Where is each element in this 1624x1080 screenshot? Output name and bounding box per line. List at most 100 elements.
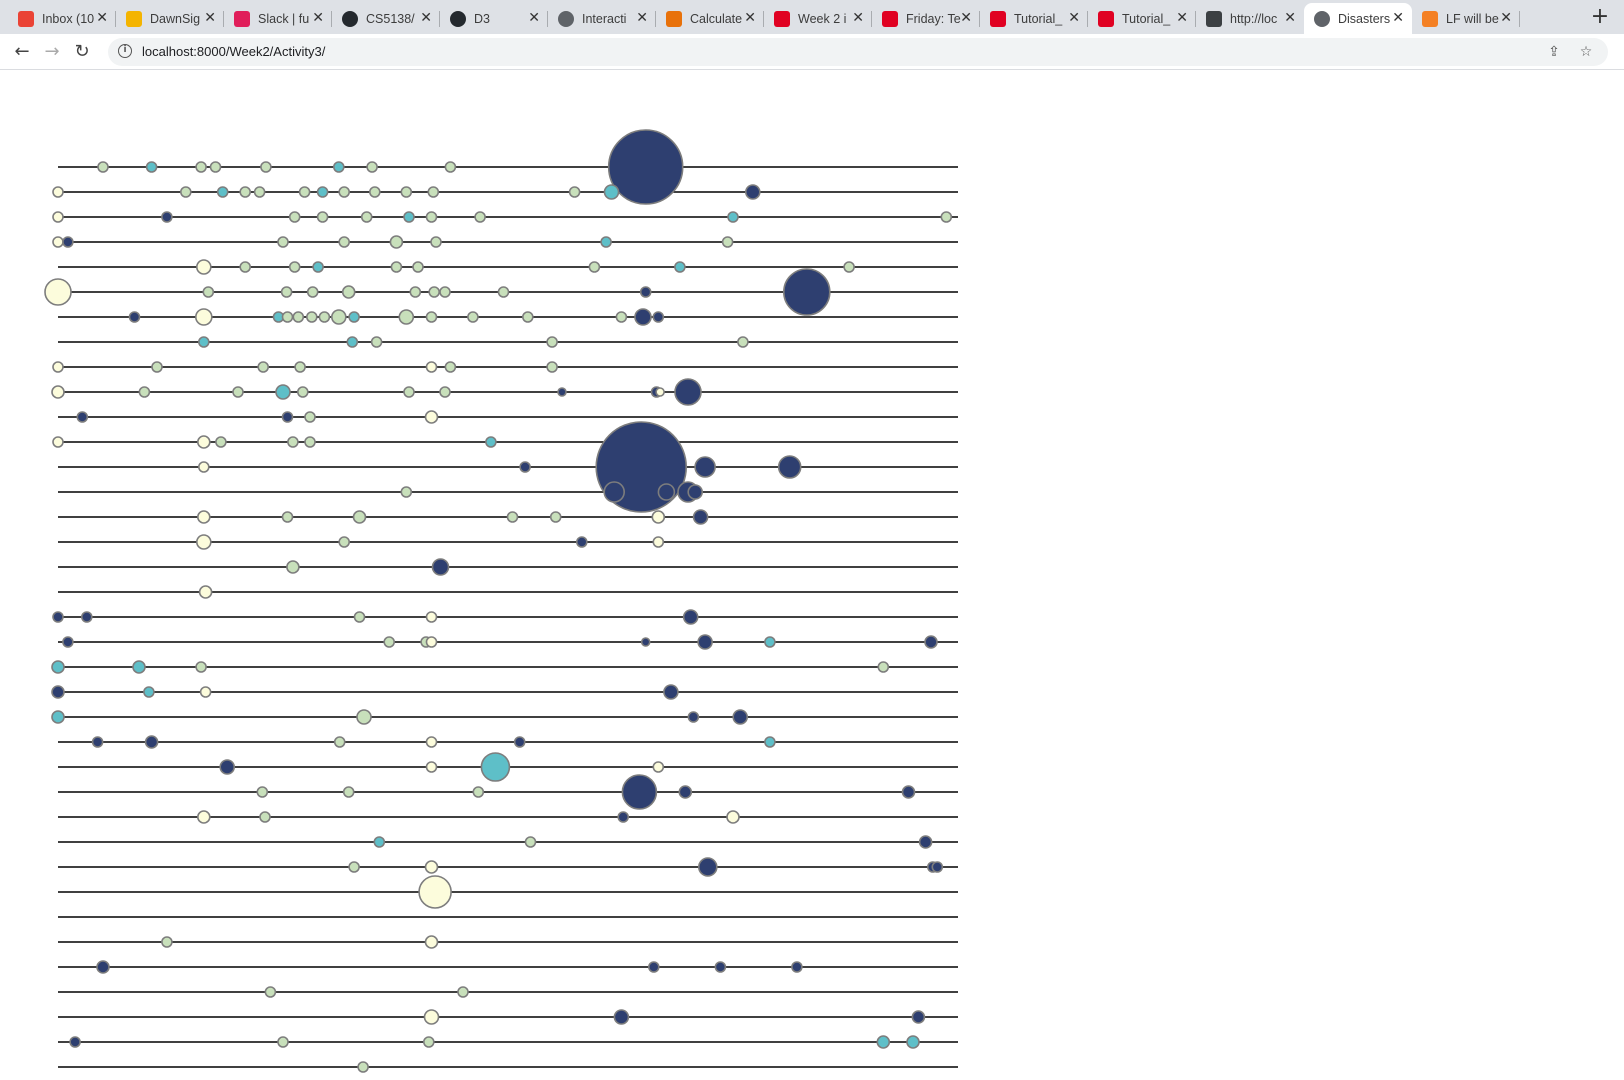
disaster-point[interactable] xyxy=(52,211,64,223)
disaster-point[interactable] xyxy=(352,510,367,524)
tab-12[interactable]: Disasters ✕ xyxy=(1304,3,1412,34)
disaster-point[interactable] xyxy=(277,236,289,248)
tab-9[interactable]: Tutorial_ ✕ xyxy=(980,3,1088,34)
disaster-point[interactable] xyxy=(621,774,658,810)
disaster-point[interactable] xyxy=(196,534,212,550)
disaster-point[interactable] xyxy=(400,186,413,198)
disaster-point[interactable] xyxy=(209,161,222,173)
close-tab-icon[interactable]: ✕ xyxy=(852,10,864,26)
disaster-point[interactable] xyxy=(389,235,404,249)
disaster-point[interactable] xyxy=(425,311,438,323)
disaster-point[interactable] xyxy=(128,311,141,323)
disaster-point[interactable] xyxy=(277,1036,289,1048)
close-tab-icon[interactable]: ✕ xyxy=(1500,10,1512,26)
disaster-point[interactable] xyxy=(338,236,351,248)
disaster-point[interactable] xyxy=(312,261,324,273)
disaster-point[interactable] xyxy=(692,509,709,525)
tab-3[interactable]: CS5138/ ✕ xyxy=(332,3,440,34)
disaster-point[interactable] xyxy=(418,875,452,909)
address-bar[interactable]: i localhost:8000/Week2/Activity3/ ⇪ ☆ xyxy=(108,38,1608,66)
disaster-point[interactable] xyxy=(727,211,739,223)
bookmark-star-icon[interactable]: ☆ xyxy=(1579,44,1593,60)
tab-10[interactable]: Tutorial_ ✕ xyxy=(1088,3,1196,34)
disaster-point[interactable] xyxy=(239,261,251,273)
disaster-point[interactable] xyxy=(338,536,351,548)
disaster-point[interactable] xyxy=(287,436,299,448)
disaster-point[interactable] xyxy=(306,286,319,298)
disaster-point[interactable] xyxy=(373,836,386,848)
disaster-point[interactable] xyxy=(305,311,318,323)
disaster-point[interactable] xyxy=(52,361,64,373)
disaster-point[interactable] xyxy=(901,785,916,799)
disaster-point[interactable] xyxy=(940,211,953,223)
disaster-point[interactable] xyxy=(348,311,360,323)
disaster-point[interactable] xyxy=(513,736,526,748)
disaster-point[interactable] xyxy=(197,435,211,449)
disaster-point[interactable] xyxy=(744,184,761,200)
disaster-point[interactable] xyxy=(357,1061,369,1073)
disaster-point[interactable] xyxy=(51,685,65,699)
close-tab-icon[interactable]: ✕ xyxy=(204,10,216,26)
disaster-point[interactable] xyxy=(714,961,727,973)
disaster-point[interactable] xyxy=(697,857,718,877)
disaster-point[interactable] xyxy=(51,385,65,399)
disaster-point[interactable] xyxy=(96,960,110,974)
disaster-point[interactable] xyxy=(422,1036,435,1048)
disaster-point[interactable] xyxy=(342,786,355,798)
disaster-point[interactable] xyxy=(877,661,890,673)
disaster-point[interactable] xyxy=(366,161,378,173)
disaster-point[interactable] xyxy=(286,560,300,574)
disaster-point[interactable] xyxy=(425,736,438,748)
disaster-point[interactable] xyxy=(634,308,652,326)
disaster-point[interactable] xyxy=(353,611,366,623)
disaster-point[interactable] xyxy=(400,486,413,498)
close-tab-icon[interactable]: ✕ xyxy=(312,10,324,26)
disaster-point[interactable] xyxy=(575,536,588,548)
disaster-point[interactable] xyxy=(76,411,89,423)
disaster-point[interactable] xyxy=(425,361,438,373)
close-tab-icon[interactable]: ✕ xyxy=(528,10,540,26)
disaster-point[interactable] xyxy=(304,411,316,423)
disaster-point[interactable] xyxy=(687,711,700,723)
disaster-point[interactable] xyxy=(44,278,72,306)
disaster-point[interactable] xyxy=(199,686,212,698)
disaster-point[interactable] xyxy=(332,161,345,173)
disaster-point[interactable] xyxy=(617,811,630,823)
close-tab-icon[interactable]: ✕ xyxy=(1392,10,1404,26)
disaster-point[interactable] xyxy=(549,511,562,523)
disaster-point[interactable] xyxy=(639,286,652,298)
disaster-point[interactable] xyxy=(195,661,207,673)
disaster-point[interactable] xyxy=(732,709,749,725)
disaster-point[interactable] xyxy=(412,261,424,273)
disaster-point[interactable] xyxy=(474,211,486,223)
disaster-point[interactable] xyxy=(521,311,534,323)
disaster-point[interactable] xyxy=(557,387,567,397)
disaster-point[interactable] xyxy=(506,511,519,523)
disaster-point[interactable] xyxy=(256,786,269,798)
disaster-point[interactable] xyxy=(876,1035,891,1049)
disaster-point[interactable] xyxy=(546,361,558,373)
disaster-point[interactable] xyxy=(52,186,64,198)
disaster-point[interactable] xyxy=(640,637,651,647)
forward-arrow-icon[interactable]: → xyxy=(44,41,60,62)
disaster-point[interactable] xyxy=(196,259,212,275)
disaster-point[interactable] xyxy=(338,186,351,198)
disaster-point[interactable] xyxy=(180,186,192,198)
disaster-point[interactable] xyxy=(603,184,620,200)
disaster-point[interactable] xyxy=(260,161,272,173)
disaster-point[interactable] xyxy=(726,810,740,824)
new-tab-button[interactable]: + xyxy=(1590,4,1610,29)
disaster-point[interactable] xyxy=(330,309,347,325)
disaster-point[interactable] xyxy=(777,455,802,479)
disaster-point[interactable] xyxy=(197,810,211,824)
disaster-point[interactable] xyxy=(288,261,301,273)
disaster-point[interactable] xyxy=(427,186,440,198)
disaster-point[interactable] xyxy=(425,636,438,648)
disaster-point[interactable] xyxy=(524,836,537,848)
tab-0[interactable]: Inbox (10 ✕ xyxy=(8,3,116,34)
disaster-point[interactable] xyxy=(318,311,331,323)
disaster-point[interactable] xyxy=(843,261,855,273)
disaster-point[interactable] xyxy=(439,386,451,398)
disaster-point[interactable] xyxy=(360,211,373,223)
disaster-point[interactable] xyxy=(132,660,146,674)
